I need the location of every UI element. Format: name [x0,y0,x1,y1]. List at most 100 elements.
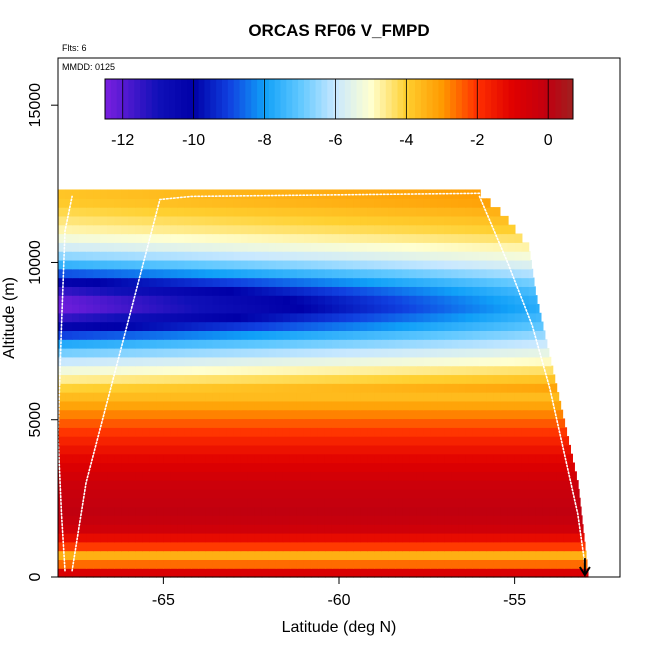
heatmap-cell [184,259,193,270]
heatmap-cell [409,215,417,226]
heatmap-cell [514,480,523,490]
heatmap-cell [65,251,73,261]
heatmap-cell [226,532,235,543]
heatmap-cell [317,497,326,508]
heatmap-cell [409,233,417,243]
heatmap-cell [556,524,565,534]
heatmap-cell [493,436,502,446]
heatmap-cell [360,488,368,499]
heatmap-cell [275,242,284,252]
heatmap-cell [346,215,354,226]
heatmap-cell [570,506,579,516]
heatmap-cell [535,497,544,508]
heatmap-cell [367,348,375,358]
heatmap-cell [212,524,221,534]
heatmap-cell [310,303,319,314]
heatmap-cell [226,418,235,428]
heatmap-cell [191,453,200,464]
heatmap-cell [233,303,242,314]
heatmap-cell [402,462,410,472]
heatmap-cell [465,392,474,402]
heatmap-cell [535,374,544,384]
heatmap-cell [212,418,221,428]
heatmap-cell [353,400,361,411]
heatmap-cell [416,251,424,261]
heatmap-cell [317,392,326,402]
heatmap-cell [177,436,186,446]
heatmap-cell [107,207,115,217]
heatmap-cell [100,207,108,217]
heatmap-cell [317,409,326,420]
heatmap-cell [93,233,101,243]
heatmap-cell [409,418,417,428]
heatmap-cell [549,462,558,472]
heatmap-cell [205,330,214,340]
heatmap-cell [444,506,453,516]
heatmap-cell [374,453,382,464]
heatmap-cell [268,497,277,508]
heatmap-cell [198,233,207,243]
heatmap-cell [388,515,396,525]
heatmap-cell [346,568,354,578]
heatmap-cell [395,339,403,349]
heatmap-cell [472,383,481,393]
heatmap-cell [416,550,424,560]
heatmap-cell [521,374,530,384]
heatmap-cell [79,506,87,516]
heatmap-cell [395,295,403,305]
heatmap-cell [79,374,87,384]
colorbar-swatch [526,79,533,119]
heatmap-cell [198,251,207,261]
heatmap-cell [458,506,467,516]
colorbar-swatch [222,79,229,119]
heatmap [58,189,589,578]
heatmap-cell [254,392,263,402]
heatmap-cell [444,374,453,384]
heatmap-cell [142,268,150,279]
heatmap-cell [324,453,333,464]
heatmap-cell [247,497,256,508]
heatmap-cell [121,242,129,252]
heatmap-cell [556,550,565,560]
heatmap-cell [233,550,242,560]
heatmap-cell [507,515,516,525]
heatmap-cell [121,295,129,305]
heatmap-cell [121,488,129,499]
heatmap-cell [198,259,207,270]
heatmap-cell [542,568,551,578]
heatmap-cell [423,321,431,331]
heatmap-cell [423,383,431,393]
heatmap-cell [528,559,537,569]
heatmap-cell [191,233,200,243]
heatmap-cell [149,215,157,226]
heatmap-cell [79,559,87,569]
heatmap-cell [198,189,207,199]
heatmap-cell [296,559,305,569]
heatmap-cell [437,268,445,279]
heatmap-cell [163,515,172,525]
heatmap-cell [58,374,66,384]
heatmap-cell [374,251,382,261]
heatmap-cell [233,277,242,287]
heatmap-cell [107,259,115,270]
heatmap-cell [416,524,424,534]
colorbar-swatch [420,79,428,119]
heatmap-cell [247,277,256,287]
heatmap-cell [486,436,495,446]
heatmap-cell [353,506,361,516]
heatmap-cell [282,365,291,376]
heatmap-cell [261,268,270,279]
heatmap-cell [310,400,319,411]
heatmap-cell [528,400,537,411]
heatmap-cell [86,268,94,279]
heatmap-cell [135,233,143,243]
heatmap-cell [254,568,263,578]
heatmap-cell [58,383,66,393]
heatmap-cell [212,515,221,525]
heatmap-cell [479,303,488,314]
heatmap-cell [135,488,143,499]
heatmap-cell [514,524,523,534]
heatmap-cell [458,559,467,569]
heatmap-cell [254,365,263,376]
heatmap-cell [275,286,284,296]
